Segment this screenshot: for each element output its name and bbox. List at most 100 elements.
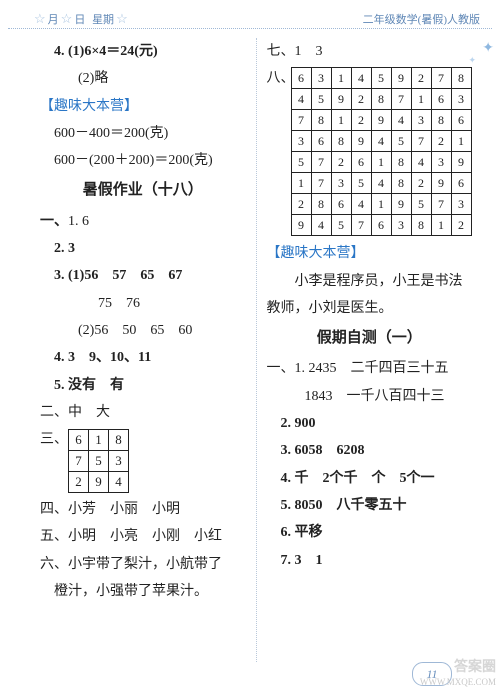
grid-cell: 8 <box>311 194 331 215</box>
answer-line: 600－(200＋200)＝200(克) <box>40 147 246 174</box>
grid-cell: 2 <box>351 110 371 131</box>
grid-cell: 4 <box>391 110 411 131</box>
grid-cell: 8 <box>451 68 471 89</box>
header-right: 二年级数学(暑假)人教版 <box>363 11 480 27</box>
grid-cell: 8 <box>391 152 411 173</box>
left-column: 4. (1)6×4＝24(元) (2)略 【趣味大本营】 600－400＝200… <box>40 38 256 662</box>
grid-cell: 4 <box>371 173 391 194</box>
grid-cell: 6 <box>351 152 371 173</box>
grid-cell: 2 <box>431 131 451 152</box>
grid-cell: 9 <box>391 68 411 89</box>
grid-cell: 4 <box>371 131 391 152</box>
grid-cell: 1 <box>451 131 471 152</box>
grid-cell: 4 <box>351 194 371 215</box>
grid-cell: 9 <box>351 131 371 152</box>
header-weekday: 星期 <box>92 11 114 27</box>
grid-cell: 4 <box>291 89 311 110</box>
grid-cell: 3 <box>451 194 471 215</box>
grid-cell: 1 <box>331 110 351 131</box>
answer-line: 一、1. 6 <box>40 208 246 235</box>
grid-cell: 4 <box>311 215 331 236</box>
grid-cell: 3 <box>291 131 311 152</box>
grid-cell: 9 <box>291 215 311 236</box>
grid-cell: 7 <box>431 194 451 215</box>
grid-cell: 4 <box>351 68 371 89</box>
grid-cell: 5 <box>291 152 311 173</box>
grid-cell: 9 <box>391 194 411 215</box>
grid-cell: 6 <box>451 173 471 194</box>
grid-cell: 1 <box>371 194 391 215</box>
story-line: 教师，小刘是医生。 <box>267 295 473 322</box>
grid-cell: 3 <box>451 89 471 110</box>
grid-cell: 6 <box>431 89 451 110</box>
answer-line: 4. (1)6×4＝24(元) <box>40 38 246 65</box>
grid-row: 三、 618 753 294 <box>40 426 246 496</box>
section-title: 假期自测（一） <box>267 324 473 353</box>
header-left: ☆ 月 ☆ 日 星期 ☆ <box>34 11 128 27</box>
page-header: ☆ 月 ☆ 日 星期 ☆ 二年级数学(暑假)人教版 <box>34 9 480 29</box>
grid-cell: 1 <box>411 89 431 110</box>
answer-line: 六、小宇带了梨汁，小航带了 <box>40 551 246 578</box>
watermark: 答案圈 WWW.MXQE.COM <box>420 660 496 688</box>
header-month: 月 <box>48 11 59 27</box>
grid-cell: 8 <box>391 173 411 194</box>
grid-cell: 6 <box>291 68 311 89</box>
answer-line: 3. (1)56 57 65 67 <box>40 262 246 289</box>
grid-cell: 5 <box>311 89 331 110</box>
answer-line: 一、1. 2435 二千四百三十五 <box>267 355 473 382</box>
answer-line: 四、小芳 小丽 小明 <box>40 496 246 523</box>
answer-line: 5. 8050 八千零五十 <box>267 492 473 519</box>
star-icon: ☆ <box>34 11 46 27</box>
grid-row: 八、 6314592784592871637812943863689457215… <box>267 65 473 240</box>
grid-cell: 9 <box>371 110 391 131</box>
grid-cell: 1 <box>371 152 391 173</box>
answer-line: 二、中 大 <box>40 399 246 426</box>
answer-line: 4. 千 2个千 个 5个一 <box>267 465 473 492</box>
watermark-url: WWW.MXQE.COM <box>420 677 496 688</box>
grid-cell: 9 <box>431 173 451 194</box>
grid-cell: 3 <box>411 110 431 131</box>
grid-cell: 9 <box>451 152 471 173</box>
grid-cell: 3 <box>431 152 451 173</box>
grid-cell: 2 <box>291 194 311 215</box>
grid-cell: 5 <box>331 215 351 236</box>
grid-cell: 8 <box>331 131 351 152</box>
small-grid: 618 753 294 <box>68 429 129 493</box>
grid-cell: 7 <box>431 68 451 89</box>
star-icon: ☆ <box>116 11 128 27</box>
grid-cell: 7 <box>291 110 311 131</box>
grid-cell: 1 <box>331 68 351 89</box>
grid-cell: 2 <box>411 173 431 194</box>
grid-cell: 7 <box>351 215 371 236</box>
answer-line: 75 76 <box>40 290 246 317</box>
header-divider <box>8 28 492 29</box>
grid-cell: 1 <box>431 215 451 236</box>
grid-cell: 3 <box>391 215 411 236</box>
answer-line: 4. 3 9、10、11 <box>40 344 246 371</box>
grid-cell: 8 <box>371 89 391 110</box>
answer-line: 5. 没有 有 <box>40 372 246 399</box>
right-column: 七、1 3 八、 6314592784592871637812943863689… <box>257 38 473 662</box>
grid-cell: 7 <box>311 152 331 173</box>
answer-line: 2. 900 <box>267 410 473 437</box>
grid-cell: 8 <box>311 110 331 131</box>
section-title: 暑假作业（十八） <box>40 176 246 205</box>
answer-line: 七、1 3 <box>267 38 473 65</box>
section-label: 三、 <box>40 426 68 453</box>
grid-cell: 2 <box>331 152 351 173</box>
grid-cell: 5 <box>391 131 411 152</box>
answer-line: 600－400＝200(克) <box>40 120 246 147</box>
grid-cell: 6 <box>311 131 331 152</box>
section-heading: 【趣味大本营】 <box>40 93 246 120</box>
grid-cell: 1 <box>291 173 311 194</box>
story-line: 小李是程序员，小王是书法 <box>267 268 473 295</box>
grid-cell: 8 <box>431 110 451 131</box>
grid-cell: 9 <box>331 89 351 110</box>
grid-cell: 7 <box>311 173 331 194</box>
grid-cell: 5 <box>411 194 431 215</box>
watermark-text: 答案圈 <box>420 660 496 677</box>
answer-line: 6. 平移 <box>267 519 473 546</box>
answer-line: 橙汁，小强带了苹果汁。 <box>40 578 246 605</box>
grid-cell: 5 <box>351 173 371 194</box>
decor-star-icon: ✦ <box>482 40 494 57</box>
